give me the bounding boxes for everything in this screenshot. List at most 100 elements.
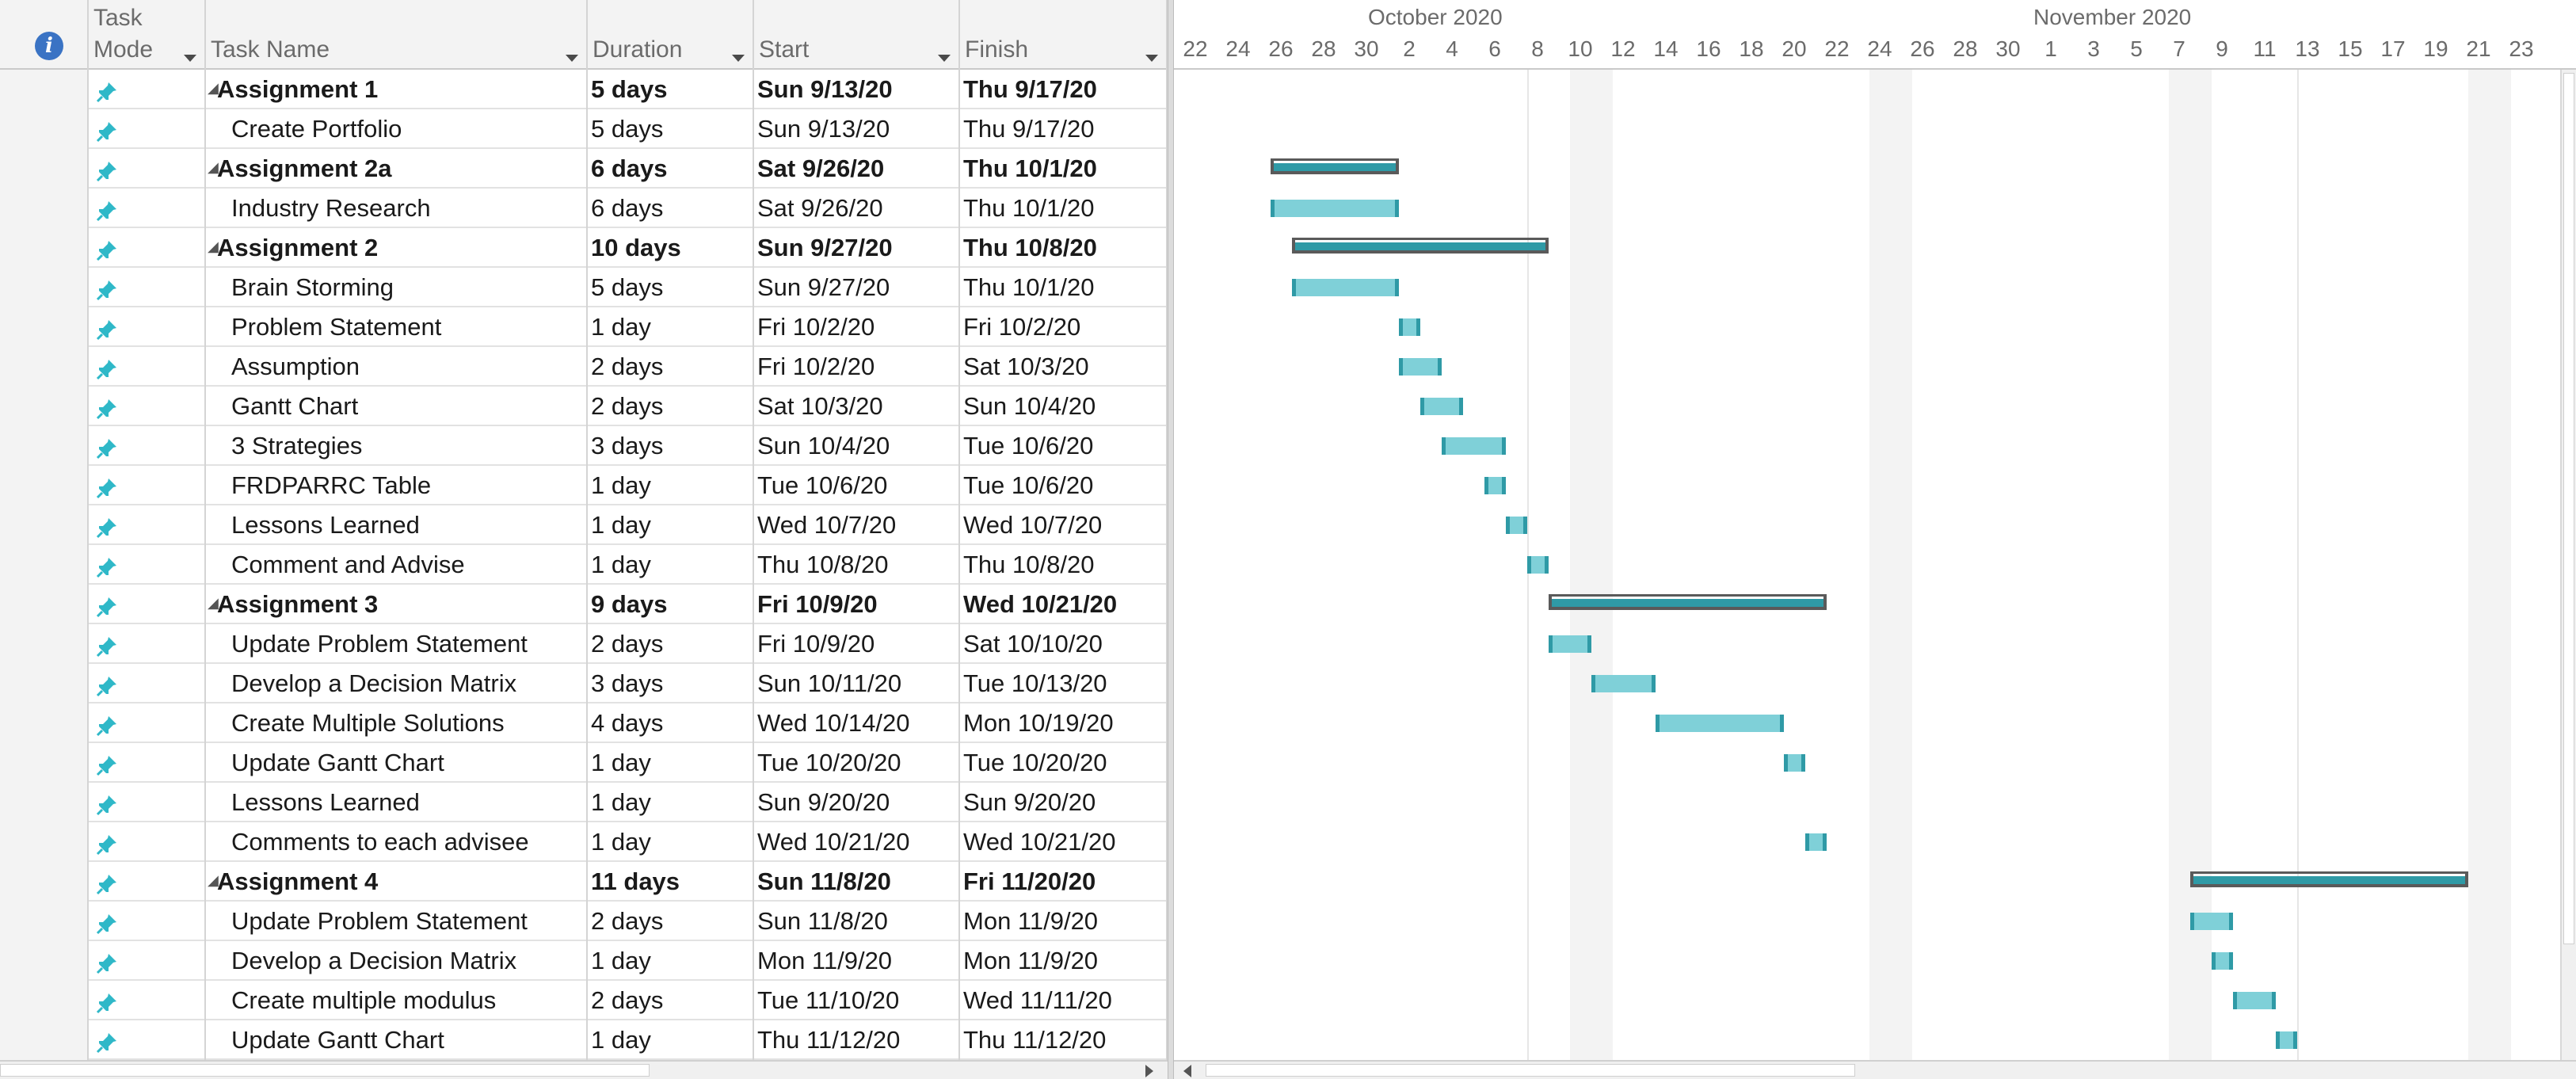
row-indicator-cell[interactable] (0, 585, 89, 624)
finish-cell[interactable]: Thu 10/1/20 (960, 189, 1168, 228)
row-indicator-cell[interactable] (0, 941, 89, 981)
task-name-cell[interactable]: Lessons Learned (206, 783, 588, 822)
task-name-cell[interactable]: Update Problem Statement (206, 902, 588, 941)
task-bar[interactable] (1441, 437, 1506, 455)
summary-task-row[interactable]: ◢Assignment 4 11 days Sun 11/8/20 Fri 11/20… (0, 862, 1168, 902)
duration-cell[interactable]: 6 days (588, 149, 754, 189)
row-indicator-cell[interactable] (0, 268, 89, 307)
task-mode-cell[interactable] (89, 466, 206, 505)
sheet-horizontal-scrollbar[interactable] (0, 1060, 1168, 1079)
row-indicator-cell[interactable] (0, 1020, 89, 1060)
duration-cell[interactable]: 5 days (588, 268, 754, 307)
task-name-cell[interactable]: FRDPARRC Table (206, 466, 588, 505)
start-cell[interactable]: Sat 9/26/20 (754, 189, 960, 228)
task-row[interactable]: Comments to each advisee 1 day Wed 10/21/2… (0, 822, 1168, 862)
start-cell[interactable]: Fri 10/9/20 (754, 624, 960, 664)
chevron-down-icon[interactable] (1145, 55, 1158, 62)
task-mode-cell[interactable] (89, 228, 206, 268)
row-indicator-cell[interactable] (0, 109, 89, 149)
task-mode-cell[interactable] (89, 902, 206, 941)
task-row[interactable]: Create Multiple Solutions 4 days Wed 10/14… (0, 703, 1168, 743)
task-bar[interactable] (1804, 833, 1827, 851)
task-name-cell[interactable]: Comment and Advise (206, 545, 588, 585)
duration-cell[interactable]: 1 day (588, 941, 754, 981)
finish-cell[interactable]: Wed 10/21/20 (960, 585, 1168, 624)
finish-cell[interactable]: Sun 10/4/20 (960, 387, 1168, 426)
finish-cell[interactable]: Thu 10/1/20 (960, 149, 1168, 189)
task-mode-cell[interactable] (89, 189, 206, 228)
summary-bar[interactable] (1291, 238, 1549, 254)
task-mode-cell[interactable] (89, 941, 206, 981)
collapse-triangle-icon[interactable]: ◢ (208, 872, 219, 888)
finish-cell[interactable]: Wed 11/11/20 (960, 981, 1168, 1020)
duration-cell[interactable]: 2 days (588, 981, 754, 1020)
row-indicator-cell[interactable] (0, 189, 89, 228)
duration-cell[interactable]: 11 days (588, 862, 754, 902)
task-bar[interactable] (1783, 754, 1805, 772)
task-row[interactable]: 3 Strategies 3 days Sun 10/4/20 Tue 10/6/20 (0, 426, 1168, 466)
task-name-cell[interactable]: Industry Research (206, 189, 588, 228)
row-indicator-cell[interactable] (0, 902, 89, 941)
task-name-cell[interactable]: Create Multiple Solutions (206, 703, 588, 743)
task-row[interactable]: Industry Research 6 days Sat 9/26/20 Thu 10… (0, 189, 1168, 228)
collapse-triangle-icon[interactable]: ◢ (208, 80, 219, 96)
chevron-down-icon[interactable] (732, 55, 745, 62)
duration-cell[interactable]: 1 day (588, 1020, 754, 1060)
row-indicator-cell[interactable] (0, 981, 89, 1020)
task-mode-cell[interactable] (89, 743, 206, 783)
start-cell[interactable]: Wed 10/14/20 (754, 703, 960, 743)
task-name-cell[interactable]: Create multiple modulus (206, 981, 588, 1020)
duration-column-header[interactable]: Duration (588, 0, 754, 70)
duration-cell[interactable]: 6 days (588, 189, 754, 228)
duration-cell[interactable]: 1 day (588, 466, 754, 505)
task-name-column-header[interactable]: Task Name (206, 0, 588, 70)
task-name-cell[interactable]: Brain Storming (206, 268, 588, 307)
task-name-cell[interactable]: Update Gantt Chart (206, 1020, 588, 1060)
duration-cell[interactable]: 4 days (588, 703, 754, 743)
task-mode-cell[interactable] (89, 703, 206, 743)
task-name-cell[interactable]: Update Gantt Chart (206, 743, 588, 783)
task-name-cell[interactable]: Assumption (206, 347, 588, 387)
start-cell[interactable]: Thu 10/8/20 (754, 545, 960, 585)
chevron-down-icon[interactable] (938, 55, 951, 62)
task-mode-cell[interactable] (89, 545, 206, 585)
start-cell[interactable]: Sat 10/3/20 (754, 387, 960, 426)
task-name-cell[interactable]: Develop a Decision Matrix (206, 941, 588, 981)
task-bar[interactable] (2275, 1031, 2297, 1049)
chevron-down-icon[interactable] (566, 55, 578, 62)
start-cell[interactable]: Sun 11/8/20 (754, 902, 960, 941)
duration-cell[interactable]: 3 days (588, 426, 754, 466)
finish-cell[interactable]: Mon 11/9/20 (960, 902, 1168, 941)
task-bar[interactable] (1419, 398, 1463, 415)
view-splitter[interactable] (1168, 0, 1174, 1079)
finish-cell[interactable]: Sat 10/10/20 (960, 624, 1168, 664)
row-indicator-cell[interactable] (0, 545, 89, 585)
task-row[interactable]: Update Problem Statement 2 days Sun 11/8/2… (0, 902, 1168, 941)
row-indicator-cell[interactable] (0, 149, 89, 189)
finish-cell[interactable]: Thu 10/8/20 (960, 545, 1168, 585)
duration-cell[interactable]: 3 days (588, 664, 754, 703)
finish-column-header[interactable]: Finish (960, 0, 1168, 70)
start-cell[interactable]: Sun 9/13/20 (754, 70, 960, 109)
duration-cell[interactable]: 1 day (588, 505, 754, 545)
start-cell[interactable]: Tue 10/20/20 (754, 743, 960, 783)
summary-task-row[interactable]: ◢Assignment 2 10 days Sun 9/27/20 Thu 10/8/… (0, 228, 1168, 268)
task-bar[interactable] (1526, 556, 1549, 574)
row-indicator-cell[interactable] (0, 347, 89, 387)
summary-bar[interactable] (2189, 871, 2468, 887)
row-indicator-cell[interactable] (0, 70, 89, 109)
duration-cell[interactable]: 2 days (588, 624, 754, 664)
task-mode-cell[interactable] (89, 783, 206, 822)
row-indicator-cell[interactable] (0, 703, 89, 743)
task-name-cell[interactable]: ◢Assignment 1 (206, 70, 588, 109)
task-mode-cell[interactable] (89, 1020, 206, 1060)
task-name-cell[interactable]: Comments to each advisee (206, 822, 588, 862)
chevron-down-icon[interactable] (184, 55, 196, 62)
collapse-triangle-icon[interactable]: ◢ (208, 595, 219, 611)
task-name-cell[interactable]: ◢Assignment 3 (206, 585, 588, 624)
task-row[interactable]: Create Portfolio 5 days Sun 9/13/20 Thu 9/1… (0, 109, 1168, 149)
start-cell[interactable]: Sun 9/13/20 (754, 109, 960, 149)
task-bar[interactable] (1484, 477, 1506, 494)
task-row[interactable]: Lessons Learned 1 day Sun 9/20/20 Sun 9/20/… (0, 783, 1168, 822)
